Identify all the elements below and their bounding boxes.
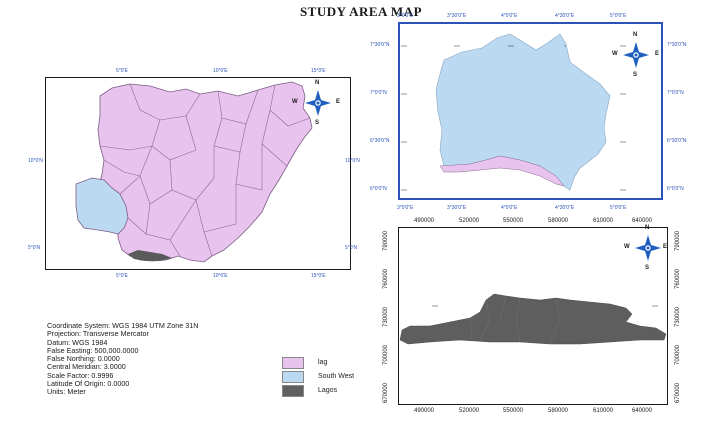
info-line: Latitude Of Origin: 0.0000 — [47, 379, 130, 389]
southwest-map-frame — [398, 22, 663, 200]
tick-label: 5°0'N — [28, 245, 41, 251]
tick-label: 10°0'E — [213, 68, 228, 74]
tick-label: 3°0'0"E — [397, 205, 414, 211]
tick-label: 5°0'E — [116, 273, 128, 279]
compass-n-label: N — [645, 225, 650, 231]
tick-label: 790000 — [383, 230, 390, 252]
compass-e-label: E — [336, 99, 341, 105]
compass-s-label: S — [315, 120, 320, 126]
compass-n-label: N — [633, 32, 638, 38]
tick-label: 670000 — [383, 382, 390, 404]
info-line: Scale Factor: 0.9996 — [47, 370, 114, 380]
compass-s-label: S — [645, 265, 650, 271]
tick-label: 760000 — [675, 268, 682, 290]
compass-n-label: N — [315, 80, 320, 86]
nigeria-map-frame — [45, 77, 351, 270]
tick-label: 490000 — [414, 218, 435, 224]
coordinate-system-info: Coordinate System: WGS 1984 UTM Zone 31N… — [47, 321, 199, 397]
tick-label: 3°0'0"E — [397, 13, 414, 19]
tick-label: 4°30'0"E — [555, 13, 575, 19]
tick-label: 10°0'N — [28, 158, 43, 164]
map-title: STUDY AREA MAP — [299, 4, 423, 19]
legend-swatch — [282, 371, 304, 383]
tick-label: 6°0'0"N — [370, 186, 387, 192]
tick-label: 6°30'0"N — [667, 138, 687, 144]
tick-label: 670000 — [675, 382, 682, 404]
tick-label: 520000 — [459, 408, 480, 414]
tick-label: 5°0'0"E — [610, 205, 627, 211]
legend-label: lag — [318, 359, 328, 366]
tick-label: 550000 — [503, 218, 524, 224]
lagos-map-frame — [398, 227, 668, 405]
tick-label: 640000 — [632, 218, 653, 224]
info-line: False Northing: 0.0000 — [47, 354, 120, 364]
legend-swatch — [282, 357, 304, 369]
tick-label: 10°0'E — [213, 273, 228, 279]
tick-label: 4°30'0"E — [555, 205, 575, 211]
tick-label: 5°0'N — [345, 245, 358, 251]
tick-label: 10°0'N — [345, 158, 360, 164]
legend-swatch — [282, 385, 304, 397]
tick-label: 790000 — [675, 230, 682, 252]
tick-label: 700000 — [383, 344, 390, 366]
tick-label: 3°30'0"E — [447, 205, 467, 211]
tick-label: 610000 — [593, 408, 614, 414]
compass-e-label: E — [663, 244, 668, 250]
tick-label: 730000 — [383, 306, 390, 328]
tick-label: 15°0'E — [311, 273, 326, 279]
info-line: Datum: WGS 1984 — [47, 337, 108, 347]
tick-label: 550000 — [503, 408, 524, 414]
compass-s-label: S — [633, 72, 638, 78]
info-line: Units: Meter — [47, 387, 86, 397]
tick-label: 4°0'0"E — [501, 13, 518, 19]
tick-label: 640000 — [632, 408, 653, 414]
info-line: Coordinate System: WGS 1984 UTM Zone 31N — [47, 321, 199, 330]
tick-label: 7°30'0"N — [667, 42, 687, 48]
compass-w-label: W — [292, 99, 298, 105]
tick-label: 5°0'E — [116, 68, 128, 74]
tick-label: 520000 — [459, 218, 480, 224]
tick-label: 5°0'0"E — [610, 13, 627, 19]
compass-w-label: W — [612, 51, 618, 57]
tick-label: 6°0'0"N — [667, 186, 684, 192]
tick-label: 700000 — [675, 344, 682, 366]
tick-label: 610000 — [593, 218, 614, 224]
tick-label: 15°0'E — [311, 68, 326, 74]
tick-label: 580000 — [548, 218, 569, 224]
tick-label: 580000 — [548, 408, 569, 414]
tick-label: 7°0'0"N — [370, 90, 387, 96]
legend-label: South West — [318, 373, 355, 380]
tick-label: 730000 — [675, 306, 682, 328]
tick-label: 7°30'0"N — [370, 42, 390, 48]
tick-label: 490000 — [414, 408, 435, 414]
tick-label: 6°30'0"N — [370, 138, 390, 144]
tick-label: 760000 — [383, 268, 390, 290]
tick-label: 4°0'0"E — [501, 205, 518, 211]
tick-label: 7°0'0"N — [667, 90, 684, 96]
compass-e-label: E — [655, 51, 660, 57]
info-line: Projection: Transverse Mercator — [47, 329, 149, 339]
legend-label: Lagos — [318, 387, 338, 394]
info-line: False Easting: 500,000.0000 — [47, 345, 139, 355]
info-line: Central Meridian: 3.0000 — [47, 362, 126, 372]
compass-w-label: W — [624, 244, 630, 250]
tick-label: 3°30'0"E — [447, 13, 467, 19]
